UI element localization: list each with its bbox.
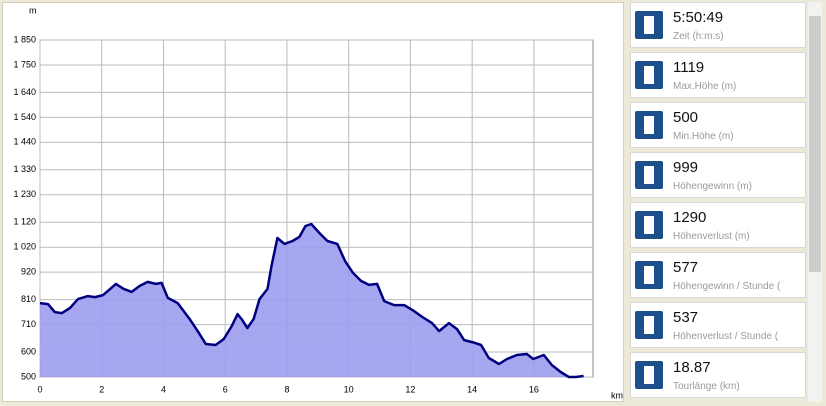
stat-icon	[635, 311, 663, 339]
y-tick-label: 1 640	[13, 87, 36, 97]
x-tick-label: 2	[99, 384, 104, 394]
stat-label: Höhenverlust / Stunde (	[673, 331, 779, 342]
line	[39, 222, 584, 379]
y-tick-label: 1 540	[13, 112, 36, 122]
y-tick-label: 1 120	[13, 217, 36, 227]
stat-card: 1290 Höhenverlust (m)	[630, 202, 806, 248]
x-tick-label: 16	[529, 384, 539, 394]
x-tick-label: 6	[223, 384, 228, 394]
stat-icon	[635, 161, 663, 189]
stat-value: 18.87	[673, 359, 711, 376]
y-tick-label: 920	[21, 267, 36, 277]
stat-value: 577	[673, 259, 699, 276]
stat-label: Max.Höhe (m)	[673, 81, 737, 92]
x-tick-label: 8	[284, 384, 289, 394]
stat-icon	[635, 61, 663, 89]
stat-label: Min.Höhe (m)	[673, 131, 734, 142]
x-tick-label: 0	[37, 384, 42, 394]
x-tick-label: 12	[405, 384, 415, 394]
chart-panel: m km 500 600 710 810 920 1 020 1 120 1 230 1 330…	[2, 2, 624, 402]
stat-card: 18.87 Tourlänge (km)	[630, 352, 806, 398]
x-axis-title: km	[611, 390, 623, 400]
x-tick-label: 10	[344, 384, 354, 394]
stat-value: 999	[673, 159, 699, 176]
stat-icon	[635, 361, 663, 389]
y-tick-label: 1 020	[13, 242, 36, 252]
stat-label: Tourlänge (km)	[673, 381, 740, 392]
y-tick-label: 810	[21, 294, 36, 304]
stat-value: 5:50:49	[673, 9, 724, 26]
stat-icon	[635, 261, 663, 289]
stat-card: 5:50:49 Zeit (h:m:s)	[630, 2, 806, 48]
scrollbar[interactable]	[808, 2, 822, 402]
scroll-thumb[interactable]	[809, 16, 821, 272]
stat-icon	[635, 211, 663, 239]
y-tick-label: 710	[21, 319, 36, 329]
y-tick-label: 1 440	[13, 137, 36, 147]
stat-card: 577 Höhengewinn / Stunde (	[630, 252, 806, 298]
stat-card: 999 Höhengewinn (m)	[630, 152, 806, 198]
stat-value: 537	[673, 309, 699, 326]
y-tick-label: 600	[21, 346, 36, 356]
x-tick-label: 4	[161, 384, 166, 394]
stat-value: 500	[673, 109, 699, 126]
stat-card: 1119 Max.Höhe (m)	[630, 52, 806, 98]
stat-label: Höhengewinn / Stunde (	[673, 281, 781, 292]
y-tick-label: 500	[21, 371, 36, 381]
stat-value: 1290	[673, 209, 707, 226]
y-tick-label: 1 330	[13, 164, 36, 174]
stat-icon	[635, 111, 663, 139]
y-axis-title: m	[29, 5, 37, 15]
stat-label: Zeit (h:m:s)	[673, 31, 724, 42]
stats-panel: 5:50:49 Zeit (h:m:s) 1119 Max.Höhe (m) 500 Mi…	[630, 2, 822, 402]
area	[40, 224, 584, 377]
y-tick-label: 1 750	[13, 59, 36, 69]
stat-card: 537 Höhenverlust / Stunde (	[630, 302, 806, 348]
stat-label: Höhenverlust (m)	[673, 231, 750, 242]
x-tick-label: 14	[467, 384, 477, 394]
stat-value: 1119	[673, 59, 705, 76]
y-tick-label: 1 850	[13, 34, 36, 44]
stat-card: 500 Min.Höhe (m)	[630, 102, 806, 148]
y-tick-label: 1 230	[13, 189, 36, 199]
stat-label: Höhengewinn (m)	[673, 181, 752, 192]
stat-icon	[635, 11, 663, 39]
